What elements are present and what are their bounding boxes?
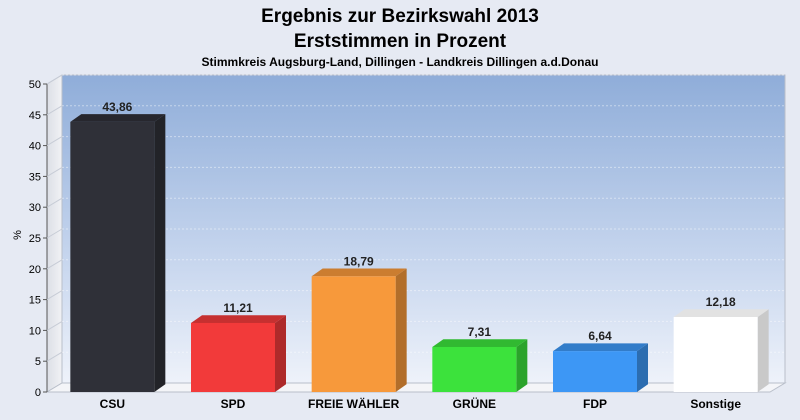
gridlines [46,74,785,362]
chart-title-2: Erststimmen in Prozent [294,31,507,52]
bar [191,315,286,392]
bar-side [395,268,407,392]
bar [70,114,166,393]
bar-top [553,343,648,352]
category-label: CSU [100,397,125,411]
plot-back-wall [61,74,786,384]
gridline-side [46,136,63,147]
y-tick-label: 30 [29,202,41,214]
gridline-side [46,351,63,362]
bar-side [154,114,166,392]
bar-top [70,114,166,122]
y-tick-label: 5 [35,356,41,368]
bar-top [673,309,769,317]
bar-side [637,343,648,392]
gridline-side [46,74,63,85]
bar [311,268,407,392]
category-label: FDP [583,397,607,411]
y-tick-label: 45 [29,110,41,122]
category-label: SPD [221,397,246,411]
gridline-side [46,197,63,208]
bar-top [311,268,407,277]
bar-front [70,121,155,393]
bar-side [516,339,528,392]
bar-front [673,316,758,392]
chart-title: Ergebnis zur Bezirkswahl 2013 [261,6,539,27]
bar-top [432,339,528,347]
bar-side [275,315,286,392]
category-label: FREIE WÄHLER [308,396,400,411]
y-axis-label: % [12,230,24,240]
value-label: 43,86 [102,100,132,114]
bars [70,114,769,393]
bar-front [191,322,275,392]
gridline-side [46,105,63,116]
value-label: 18,79 [344,254,374,268]
bar-front [311,276,396,392]
value-label: 7,31 [468,325,492,339]
bar-top [191,315,286,323]
bar [553,343,648,392]
y-axis-ticks: 0 5 10 15 20 25 30 35 40 45 50 [29,79,47,399]
category-label: Sonstige [690,397,741,411]
gridline-side [46,320,63,331]
value-label: 11,21 [223,301,253,315]
y-tick-label: 10 [29,325,41,337]
bar [673,309,769,392]
category-labels: CSU SPD FREIE WÄHLER GRÜNE FDP Sonstige [100,396,742,411]
category-label: GRÜNE [453,396,496,411]
gridline-side [46,259,63,270]
gridline-side [46,228,63,239]
bar-front [553,351,637,392]
bar-front [432,346,517,392]
value-label: 12,18 [706,295,736,309]
bar-side [757,309,769,392]
y-tick-label: 40 [29,141,41,153]
value-label: 6,64 [588,329,612,343]
gridline-side [46,290,63,301]
value-labels: 43,86 11,21 18,79 7,31 6,64 12,18 [102,100,736,343]
y-tick-label: 50 [29,79,41,91]
gridline-side [46,166,63,177]
bar [432,339,528,392]
chart-subtitle: Stimmkreis Augsburg-Land, Dillingen - La… [202,55,599,69]
plot-area [45,74,787,393]
y-tick-label: 0 [35,387,41,399]
y-tick-label: 25 [29,233,41,245]
y-tick-label: 15 [29,295,41,307]
y-tick-label: 35 [29,171,41,183]
y-tick-label: 20 [29,264,41,276]
